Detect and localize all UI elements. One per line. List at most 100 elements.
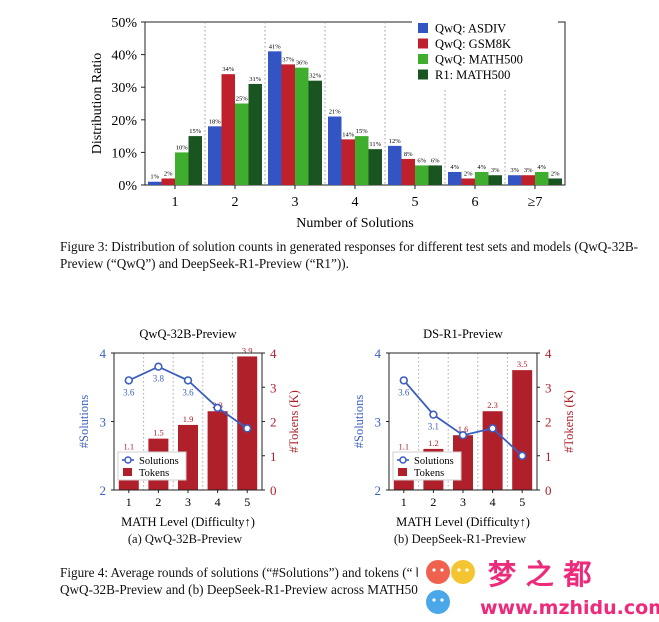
fig4b-legend-tokens-label: Tokens [414, 468, 444, 479]
fig4b-token-label: 1.2 [428, 438, 439, 448]
fig3-bar [461, 178, 475, 185]
fig3-bar-value-label: 3% [491, 167, 500, 174]
fig3-bar-value-label: 18% [209, 118, 222, 125]
fig3-bar-value-label: 6% [431, 157, 440, 164]
fig3-bar-value-label: 32% [309, 73, 322, 80]
fig4a-y-left-label: #Solutions [77, 395, 91, 449]
fig3-bar-value-label: 37% [282, 56, 295, 63]
fig3-bar [161, 178, 175, 185]
fig3-bar-value-label: 4% [537, 164, 546, 171]
fig3-bar-value-label: 10% [176, 144, 189, 151]
fig3-y-tick-label: 10% [111, 146, 137, 161]
fig3-y-tick-label: 50% [111, 16, 137, 31]
fig4b-y-left-tick-label: 2 [375, 483, 382, 498]
fig4b-x-tick-label: 1 [401, 495, 407, 509]
fig3-bar-value-label: 15% [189, 128, 202, 135]
fig4b-solutions-point [458, 430, 468, 440]
fig3-legend-label: R1: MATH500 [435, 68, 510, 82]
fig4b-token-label: 2.3 [487, 400, 498, 410]
fig4b-token-label: 3.5 [517, 359, 528, 369]
fig4a-y-left-tick-label: 4 [100, 346, 107, 361]
fig4a-token-bar [237, 356, 258, 490]
fig4b-x-tick-label: 3 [460, 495, 466, 509]
fig3-legend-swatch [418, 54, 428, 64]
fig4b-y-right-tick-label: 1 [545, 449, 552, 464]
fig4a-x-tick-label: 4 [215, 495, 221, 509]
fig4a-solutions-point [243, 424, 252, 433]
fig4b-y-left-tick-label: 3 [375, 415, 382, 430]
fig3-bar [475, 171, 489, 185]
fig4a-legend-bar-swatch [123, 468, 132, 476]
fig3-bar [248, 83, 262, 185]
fig3-legend-box [412, 20, 558, 88]
watermark-face-yellow-icon [451, 560, 475, 584]
fig4a-legend-tokens-label: Tokens [139, 468, 169, 479]
fig3-bar-value-label: 3% [524, 167, 533, 174]
figure4b-subcaption: (b) DeepSeek-R1-Preview [393, 532, 527, 546]
fig4b-y-right-label: #Tokens (K) [562, 390, 576, 453]
watermark-face-red-icon [426, 560, 450, 584]
watermark-logo-text: 梦 之 都 [488, 558, 592, 591]
fig3-bar-value-label: 11% [369, 141, 381, 148]
fig3-bar [521, 175, 535, 185]
fig3-y-tick-label: 30% [111, 81, 137, 96]
fig4a-title: QwQ-32B-Preview [139, 327, 236, 341]
fig3-bar-value-label: 31% [249, 76, 262, 83]
figure4a-subcaption: (a) QwQ-32B-Preview [127, 532, 243, 546]
fig4a-x-tick-label: 1 [126, 495, 132, 509]
fig4b-y-right-tick-label: 4 [545, 346, 552, 361]
fig3-bar [548, 178, 562, 185]
fig3-bar [388, 145, 402, 185]
fig3-bar [368, 149, 382, 185]
fig4b-x-axis-label: MATH Level (Difficulty↑) [396, 515, 530, 529]
fig3-x-tick-label: 1 [172, 195, 179, 210]
fig3-y-axis-label: Distribution Ratio [90, 53, 105, 155]
figure3-caption: Figure 3: Distribution of solution count… [60, 239, 639, 271]
figure4b-chart: DS-R1-Preview 1.1 1 1.2 2 1.6 3 2.3 4 3.5 5 3.6 3.1 2… [352, 327, 576, 529]
fig4a-legend-solutions-label: Solutions [139, 456, 179, 467]
fig3-bar-value-label: 15% [356, 128, 369, 135]
fig3-bar [188, 136, 202, 185]
fig4a-x-axis-label: MATH Level (Difficulty↑) [121, 515, 255, 529]
fig3-bar-value-label: 21% [329, 109, 342, 116]
fig3-x-tick-label: 3 [292, 195, 299, 210]
fig4b-token-label: 1.1 [398, 441, 409, 451]
fig3-bar-value-label: 1% [150, 174, 159, 181]
fig4b-y-left-tick-label: 4 [375, 346, 382, 361]
figure3-chart: 0%10%20%30%40%50%11% 2%10%15%218%34%25%31… [90, 16, 566, 231]
fig3-bar [268, 51, 282, 186]
fig4a-x-tick-label: 5 [244, 495, 250, 509]
fig4a-y-left-tick-label: 3 [100, 415, 107, 430]
fig4b-legend-marker [399, 456, 407, 464]
fig4a-token-label: 3.9 [242, 345, 253, 355]
fig4a-x-tick-label: 2 [155, 495, 161, 509]
fig3-y-tick-label: 40% [111, 49, 137, 64]
fig3-bar-value-label: 12% [389, 138, 402, 145]
fig4b-x-tick-label: 2 [430, 495, 436, 509]
fig3-bar [235, 103, 249, 185]
fig4b-solutions-label: 3.1 [428, 422, 439, 432]
fig4a-solutions-point [124, 376, 134, 385]
fig3-bar-value-label: 3% [510, 167, 519, 174]
fig3-bar [415, 165, 429, 185]
fig3-bar-value-label: 2% [464, 170, 473, 177]
fig4b-x-tick-label: 4 [490, 495, 496, 509]
fig4a-y-right-tick-label: 1 [270, 449, 277, 464]
fig3-bar-value-label: 41% [269, 43, 282, 50]
fig4b-solutions-point [399, 376, 409, 385]
fig3-bar-value-label: 6% [417, 157, 426, 164]
fig4b-token-bar [482, 411, 503, 490]
fig4a-y-right-tick-label: 4 [270, 346, 277, 361]
fig3-bar [175, 152, 189, 185]
fig3-y-tick-label: 20% [111, 114, 137, 129]
fig3-bar [281, 64, 295, 185]
fig3-bar-value-label: 8% [404, 151, 413, 158]
fig4a-y-right-tick-label: 2 [270, 415, 277, 430]
fig3-bar [401, 158, 415, 185]
fig4b-y-left-label: #Solutions [352, 395, 366, 449]
fig3-bar-value-label: 2% [164, 170, 173, 177]
fig3-x-tick-label: ≥7 [528, 195, 543, 210]
fig3-legend-label: QwQ: MATH500 [435, 53, 523, 67]
fig4a-token-label: 1.9 [183, 414, 194, 424]
fig4a-solutions-point [154, 362, 163, 371]
